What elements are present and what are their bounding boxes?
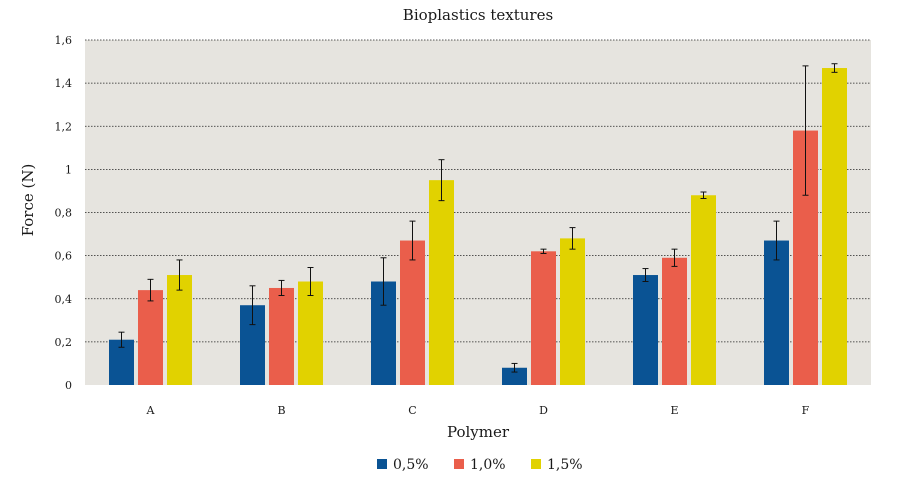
bar [764, 240, 789, 385]
x-axis-ticks: A B C D E F [146, 404, 810, 417]
bar [633, 275, 658, 385]
x-tick-label: E [670, 404, 678, 417]
y-tick-label: 1,4 [55, 77, 73, 90]
legend-label: 1,5% [547, 457, 583, 473]
bar [269, 287, 294, 385]
gridlines [85, 39, 871, 343]
bar [429, 180, 454, 385]
legend-swatch [454, 459, 464, 469]
bar [138, 290, 163, 385]
x-tick-label: B [277, 404, 285, 417]
bar [502, 367, 527, 385]
y-tick-label: 0,2 [55, 336, 73, 349]
legend-swatch [377, 459, 387, 469]
bar [298, 281, 323, 385]
bar [662, 257, 687, 385]
x-tick-label: D [539, 404, 548, 417]
y-tick-label: 0,6 [55, 250, 73, 263]
x-tick-label: A [146, 404, 156, 417]
bar [167, 275, 192, 385]
bars [109, 63, 847, 385]
legend-swatch [531, 459, 541, 469]
chart-title: Bioplastics textures [403, 6, 553, 24]
y-tick-label: 1,6 [55, 34, 73, 47]
y-tick-label: 0,4 [55, 293, 73, 306]
bar [560, 238, 585, 385]
bar [822, 68, 847, 385]
legend-label: 0,5% [393, 457, 429, 473]
y-axis-label: Force (N) [19, 164, 37, 237]
bar [691, 195, 716, 385]
y-tick-label: 0,8 [55, 207, 73, 220]
y-tick-label: 0 [65, 379, 72, 392]
bar [531, 251, 556, 385]
legend-label: 1,0% [470, 457, 506, 473]
x-tick-label: C [408, 404, 416, 417]
y-tick-label: 1,2 [55, 120, 73, 133]
legend: 0,5% 1,0% 1,5% [377, 457, 583, 473]
y-axis-ticks: 0 0,2 0,4 0,6 0,8 1 1,2 1,4 1,6 [55, 34, 73, 392]
bar [400, 240, 425, 385]
y-tick-label: 1 [65, 163, 72, 176]
x-axis-label: Polymer [447, 423, 510, 441]
x-tick-label: F [802, 404, 810, 417]
